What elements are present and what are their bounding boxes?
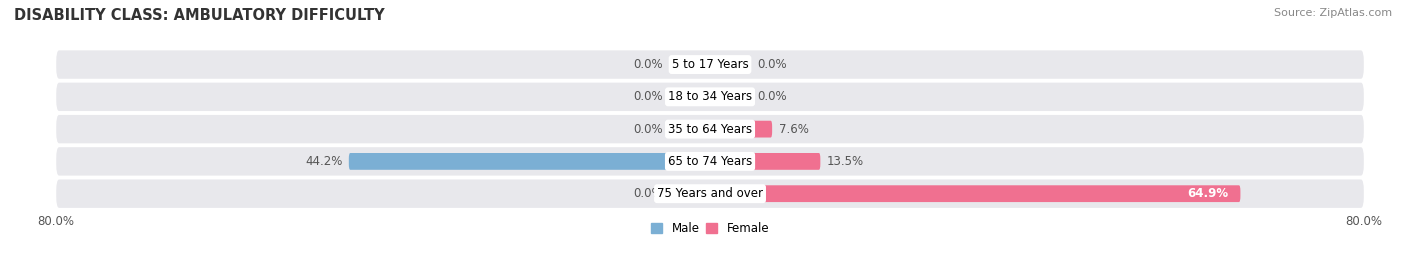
Text: DISABILITY CLASS: AMBULATORY DIFFICULTY: DISABILITY CLASS: AMBULATORY DIFFICULTY <box>14 8 385 23</box>
FancyBboxPatch shape <box>56 115 1364 143</box>
FancyBboxPatch shape <box>710 56 751 73</box>
Text: 0.0%: 0.0% <box>633 90 662 103</box>
Text: 7.6%: 7.6% <box>779 123 808 136</box>
FancyBboxPatch shape <box>56 179 1364 208</box>
Text: 0.0%: 0.0% <box>758 90 787 103</box>
Text: 35 to 64 Years: 35 to 64 Years <box>668 123 752 136</box>
FancyBboxPatch shape <box>56 83 1364 111</box>
FancyBboxPatch shape <box>56 50 1364 79</box>
Text: 18 to 34 Years: 18 to 34 Years <box>668 90 752 103</box>
Text: 0.0%: 0.0% <box>758 58 787 71</box>
Text: 0.0%: 0.0% <box>633 187 662 200</box>
Text: 0.0%: 0.0% <box>633 58 662 71</box>
FancyBboxPatch shape <box>669 89 710 105</box>
FancyBboxPatch shape <box>669 56 710 73</box>
Text: 0.0%: 0.0% <box>633 123 662 136</box>
Text: 13.5%: 13.5% <box>827 155 865 168</box>
FancyBboxPatch shape <box>710 121 772 137</box>
FancyBboxPatch shape <box>669 121 710 137</box>
FancyBboxPatch shape <box>710 185 1240 202</box>
Text: 5 to 17 Years: 5 to 17 Years <box>672 58 748 71</box>
Text: 65 to 74 Years: 65 to 74 Years <box>668 155 752 168</box>
FancyBboxPatch shape <box>349 153 710 170</box>
FancyBboxPatch shape <box>669 185 710 202</box>
Text: 75 Years and over: 75 Years and over <box>657 187 763 200</box>
Text: 44.2%: 44.2% <box>305 155 342 168</box>
Text: 64.9%: 64.9% <box>1187 187 1229 200</box>
FancyBboxPatch shape <box>56 147 1364 176</box>
FancyBboxPatch shape <box>710 153 820 170</box>
FancyBboxPatch shape <box>710 89 751 105</box>
Legend: Male, Female: Male, Female <box>645 217 775 239</box>
Text: Source: ZipAtlas.com: Source: ZipAtlas.com <box>1274 8 1392 18</box>
